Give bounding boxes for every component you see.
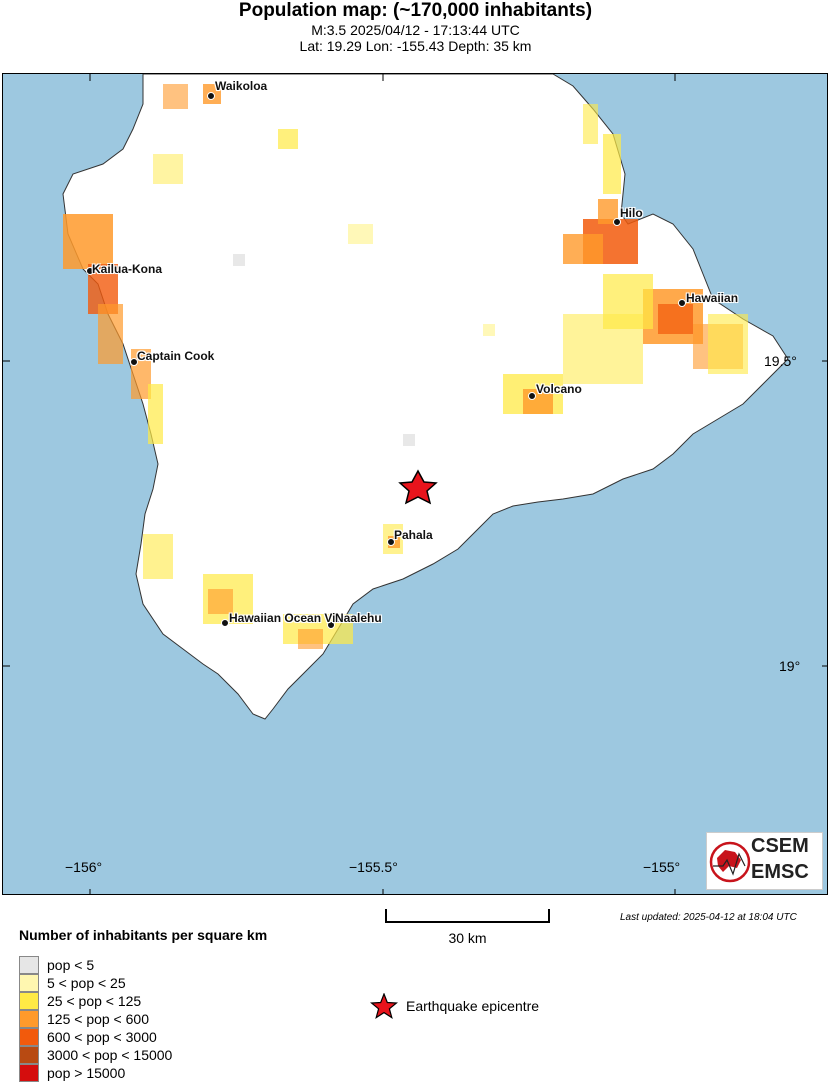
- legend-item: 600 < pop < 3000: [19, 1028, 157, 1046]
- place-hawaiian: Hawaiian: [686, 291, 739, 305]
- legend-label: 125 < pop < 600: [47, 1011, 149, 1027]
- epicentre-legend: Earthquake epicentre: [370, 993, 539, 1019]
- epicentre-star: [398, 469, 438, 505]
- epicentre-star-icon: [370, 993, 398, 1019]
- map-title: Population map: (~170,000 inhabitants): [238, 0, 593, 21]
- legend-swatch: [19, 1028, 39, 1046]
- place-pahala: Pahala: [394, 528, 433, 542]
- legend-swatch: [19, 992, 39, 1010]
- globe-icon: [709, 841, 751, 883]
- legend-label: 5 < pop < 25: [47, 975, 126, 991]
- legend-swatch: [19, 1046, 39, 1064]
- legend-item: 25 < pop < 125: [19, 992, 141, 1010]
- place-naalehu: Naalehu: [335, 611, 382, 625]
- legend-swatch: [19, 956, 39, 974]
- legend-title: Number of inhabitants per square km: [19, 927, 268, 943]
- scale-bar: [385, 909, 550, 923]
- place-kailua-kona: Kailua-Kona: [92, 262, 163, 276]
- epicentre-legend-label: Earthquake epicentre: [406, 998, 540, 1014]
- map-canvas: [3, 74, 827, 894]
- legend-swatch: [19, 1064, 39, 1082]
- lon-label-155: −155°: [643, 859, 681, 875]
- logo-csem: CSEM: [751, 835, 809, 857]
- logo-emsc: EMSC: [751, 861, 809, 883]
- legend-swatch: [19, 1010, 39, 1028]
- legend-label: 600 < pop < 3000: [47, 1029, 157, 1045]
- population-map[interactable]: Waikoloa Hilo Kailua-Kona Hawaiian Capta…: [2, 73, 828, 895]
- legend-item: 5 < pop < 25: [19, 974, 126, 992]
- place-hawaiian-ocean-view: Hawaiian Ocean View: [229, 611, 352, 625]
- csem-emsc-logo: CSEM EMSC: [706, 832, 823, 890]
- event-magnitude-time: M:3.5 2025/04/12 - 17:13:44 UTC: [311, 22, 520, 38]
- place-captain-cook: Captain Cook: [137, 349, 215, 363]
- legend-label: pop < 5: [47, 957, 95, 973]
- legend-label: pop > 15000: [47, 1065, 126, 1081]
- lat-label-19: 19°: [779, 658, 801, 674]
- event-location-depth: Lat: 19.29 Lon: -155.43 Depth: 35 km: [299, 38, 532, 54]
- place-volcano: Volcano: [536, 382, 582, 396]
- lon-label-155-5: −155.5°: [349, 859, 398, 875]
- last-updated: Last updated: 2025-04-12 at 18:04 UTC: [620, 912, 797, 923]
- legend-label: 3000 < pop < 15000: [47, 1047, 173, 1063]
- population-shading: [63, 84, 748, 649]
- legend-label: 25 < pop < 125: [47, 993, 142, 1009]
- map-header: Population map: (~170,000 inhabitants) M…: [0, 0, 831, 54]
- lon-label-156: −156°: [65, 859, 103, 875]
- lat-label-19-5: 19.5°: [764, 353, 797, 369]
- place-dots: [86, 92, 686, 629]
- legend-item: 125 < pop < 600: [19, 1010, 149, 1028]
- graticule-ticks: [3, 74, 827, 894]
- legend-swatch: [19, 974, 39, 992]
- legend-item: pop > 15000: [19, 1064, 125, 1082]
- legend-item: 3000 < pop < 15000: [19, 1046, 172, 1064]
- place-waikoloa: Waikoloa: [215, 79, 268, 93]
- scale-label: 30 km: [448, 930, 487, 946]
- legend-item: pop < 5: [19, 956, 94, 974]
- place-hilo: Hilo: [620, 206, 643, 220]
